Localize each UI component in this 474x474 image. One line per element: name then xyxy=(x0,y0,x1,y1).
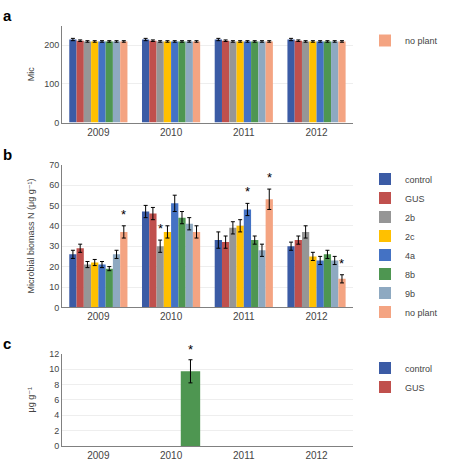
svg-text:*: * xyxy=(158,221,163,236)
svg-text:40: 40 xyxy=(49,221,59,231)
svg-text:no plant: no plant xyxy=(405,36,438,46)
svg-text:Mic: Mic xyxy=(26,67,36,81)
svg-text:*: * xyxy=(188,342,193,357)
svg-text:12: 12 xyxy=(49,349,59,359)
svg-text:*: * xyxy=(267,170,272,185)
svg-text:b: b xyxy=(3,146,12,163)
svg-text:μg g⁻¹: μg g⁻¹ xyxy=(26,387,36,412)
svg-text:0: 0 xyxy=(54,441,59,451)
svg-text:10: 10 xyxy=(49,282,59,292)
svg-text:*: * xyxy=(339,256,344,271)
svg-text:2012: 2012 xyxy=(305,311,328,322)
svg-text:2009: 2009 xyxy=(87,311,110,322)
svg-text:2010: 2010 xyxy=(160,311,183,322)
svg-text:2: 2 xyxy=(54,426,59,436)
svg-text:2010: 2010 xyxy=(160,450,183,461)
svg-text:50: 50 xyxy=(49,201,59,211)
svg-text:2012: 2012 xyxy=(305,450,328,461)
svg-text:2011: 2011 xyxy=(233,311,255,322)
svg-text:a: a xyxy=(3,7,12,24)
svg-text:200: 200 xyxy=(44,40,59,50)
svg-text:GUS: GUS xyxy=(405,194,425,204)
svg-text:8: 8 xyxy=(54,380,59,390)
svg-text:2012: 2012 xyxy=(305,127,328,138)
svg-text:*: * xyxy=(121,207,126,222)
svg-text:2011: 2011 xyxy=(233,450,255,461)
svg-text:2010: 2010 xyxy=(160,127,183,138)
svg-text:no plant: no plant xyxy=(405,308,438,318)
svg-text:Microbial biomass N (μg g⁻¹): Microbial biomass N (μg g⁻¹) xyxy=(26,179,36,294)
svg-text:*: * xyxy=(245,184,250,199)
svg-text:GUS: GUS xyxy=(405,383,425,393)
svg-text:10: 10 xyxy=(49,364,59,374)
svg-text:0: 0 xyxy=(54,303,59,313)
svg-text:2b: 2b xyxy=(405,213,415,223)
svg-text:6: 6 xyxy=(54,395,59,405)
svg-text:4: 4 xyxy=(54,410,59,420)
svg-text:9b: 9b xyxy=(405,289,415,299)
svg-text:30: 30 xyxy=(49,241,59,251)
svg-text:control: control xyxy=(405,364,432,374)
svg-text:100: 100 xyxy=(44,79,59,89)
svg-text:60: 60 xyxy=(49,180,59,190)
svg-text:2009: 2009 xyxy=(87,127,110,138)
svg-text:2009: 2009 xyxy=(87,450,110,461)
svg-text:2011: 2011 xyxy=(233,127,255,138)
svg-text:20: 20 xyxy=(49,262,59,272)
svg-text:c: c xyxy=(3,335,11,352)
svg-text:0: 0 xyxy=(54,118,59,128)
svg-text:4a: 4a xyxy=(405,251,415,261)
svg-text:control: control xyxy=(405,175,432,185)
svg-text:2c: 2c xyxy=(405,232,415,242)
svg-text:8b: 8b xyxy=(405,270,415,280)
svg-text:70: 70 xyxy=(49,160,59,170)
